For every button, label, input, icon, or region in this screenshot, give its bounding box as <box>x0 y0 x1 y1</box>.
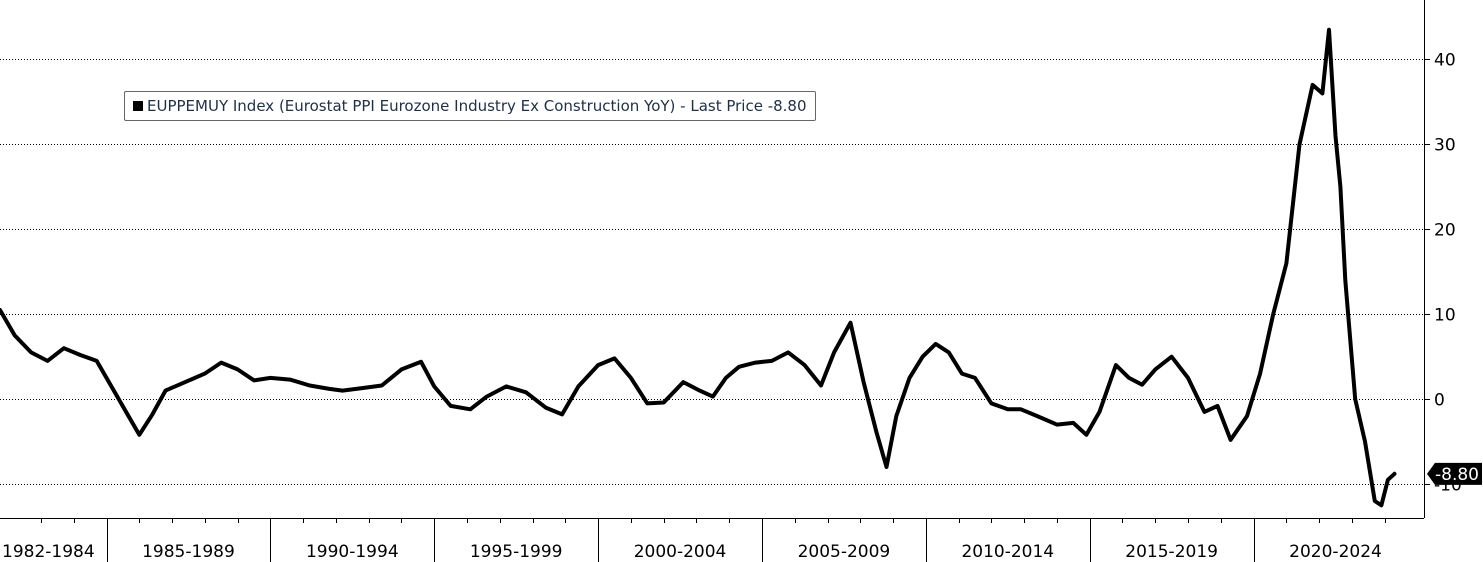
y-tick-label: 40 <box>1434 51 1456 71</box>
y-tick-label: 20 <box>1434 221 1456 241</box>
legend-swatch <box>133 101 143 111</box>
series-group <box>0 27 1397 508</box>
legend: EUPPEMUY Index (Eurostat PPI Eurozone In… <box>124 91 816 121</box>
x-tick-label: 2015-2019 <box>1125 542 1218 562</box>
y-tick-label: 30 <box>1434 136 1456 156</box>
x-tick-label: 1995-1999 <box>470 542 563 562</box>
y-tick-label: 0 <box>1434 391 1445 411</box>
x-tick-label: 2010-2014 <box>961 542 1054 562</box>
x-tick-label: 1990-1994 <box>306 542 399 562</box>
x-tick-label: 1982-1984 <box>2 542 95 562</box>
y-tick-label: 10 <box>1434 306 1456 326</box>
x-tick-label: 2005-2009 <box>798 542 891 562</box>
grid-lines <box>0 59 1424 485</box>
x-tick-labels: 1982-1984 1985-1989 1990-1994 1995-1999 2000… <box>2 542 1382 562</box>
last-value-label: -8.80 <box>1435 465 1479 485</box>
x-tick-label: 1985-1989 <box>142 542 235 562</box>
last-value-badge-shape <box>1427 462 1482 485</box>
series-line <box>0 27 1397 508</box>
x-tick-label: 2000-2004 <box>634 542 727 562</box>
axes <box>0 0 1430 562</box>
x-tick-label: 2020-2024 <box>1289 542 1382 562</box>
last-value-badge: -8.80 <box>1427 462 1482 485</box>
legend-label: EUPPEMUY Index (Eurostat PPI Eurozone In… <box>147 97 807 115</box>
